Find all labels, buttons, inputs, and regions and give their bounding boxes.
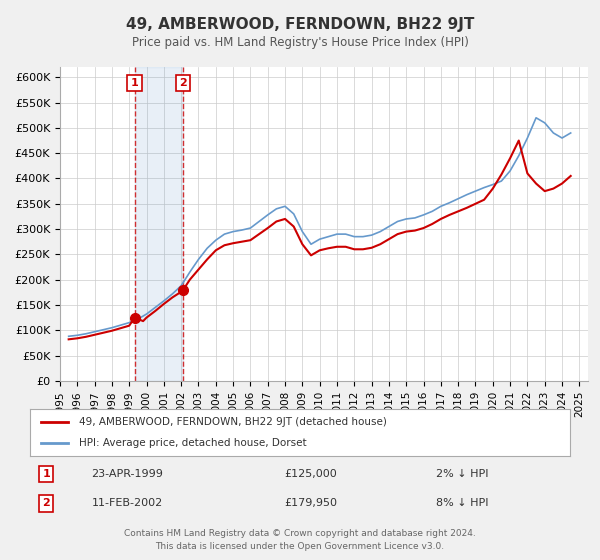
Text: 1: 1 [131, 78, 139, 88]
Text: 8% ↓ HPI: 8% ↓ HPI [436, 498, 488, 508]
Text: 2% ↓ HPI: 2% ↓ HPI [436, 469, 488, 479]
Text: Price paid vs. HM Land Registry's House Price Index (HPI): Price paid vs. HM Land Registry's House … [131, 36, 469, 49]
Text: £179,950: £179,950 [284, 498, 337, 508]
Text: This data is licensed under the Open Government Licence v3.0.: This data is licensed under the Open Gov… [155, 542, 445, 551]
Bar [134, 67, 183, 381]
Text: 23-APR-1999: 23-APR-1999 [91, 469, 163, 479]
Text: 49, AMBERWOOD, FERNDOWN, BH22 9JT (detached house): 49, AMBERWOOD, FERNDOWN, BH22 9JT (detac… [79, 417, 386, 427]
Text: 11-FEB-2002: 11-FEB-2002 [92, 498, 163, 508]
Text: 2: 2 [43, 498, 50, 508]
Text: 1: 1 [43, 469, 50, 479]
Text: 2: 2 [179, 78, 187, 88]
Text: 49, AMBERWOOD, FERNDOWN, BH22 9JT: 49, AMBERWOOD, FERNDOWN, BH22 9JT [126, 17, 474, 32]
Text: £125,000: £125,000 [284, 469, 337, 479]
Text: Contains HM Land Registry data © Crown copyright and database right 2024.: Contains HM Land Registry data © Crown c… [124, 529, 476, 538]
Text: HPI: Average price, detached house, Dorset: HPI: Average price, detached house, Dors… [79, 438, 306, 448]
